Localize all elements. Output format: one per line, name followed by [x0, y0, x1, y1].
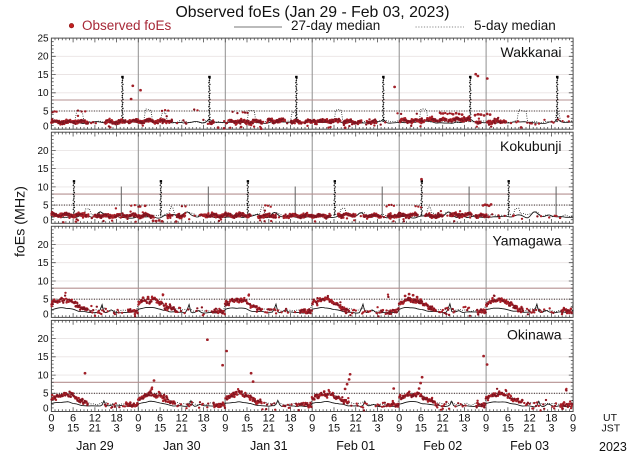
svg-text:18: 18 [458, 413, 470, 425]
svg-text:12: 12 [523, 413, 535, 425]
svg-text:0: 0 [570, 413, 576, 425]
svg-text:10: 10 [37, 276, 49, 287]
svg-text:Jan 30: Jan 30 [163, 439, 201, 453]
svg-text:9: 9 [309, 422, 315, 434]
svg-text:10: 10 [37, 371, 49, 382]
svg-text:15: 15 [154, 422, 166, 434]
svg-text:9: 9 [135, 422, 141, 434]
svg-text:0: 0 [135, 413, 141, 425]
svg-text:21: 21 [89, 422, 101, 434]
svg-text:6: 6 [70, 413, 76, 425]
svg-text:Feb 01: Feb 01 [336, 439, 375, 453]
svg-text:0: 0 [43, 310, 49, 321]
svg-text:18: 18 [545, 413, 557, 425]
svg-text:12: 12 [89, 413, 101, 425]
svg-text:JST: JST [602, 422, 621, 434]
svg-text:21: 21 [176, 422, 188, 434]
svg-text:20: 20 [37, 52, 49, 63]
svg-text:0: 0 [43, 404, 49, 415]
svg-text:5: 5 [43, 201, 49, 212]
svg-text:15: 15 [328, 422, 340, 434]
svg-text:6: 6 [505, 413, 511, 425]
svg-text:5-day median: 5-day median [474, 18, 556, 33]
svg-text:foEs (MHz): foEs (MHz) [12, 186, 28, 257]
svg-text:3: 3 [287, 422, 293, 434]
svg-text:10: 10 [37, 88, 49, 99]
svg-text:18: 18 [197, 413, 209, 425]
svg-text:15: 15 [502, 422, 514, 434]
svg-text:15: 15 [241, 422, 253, 434]
svg-text:10: 10 [37, 182, 49, 193]
svg-text:9: 9 [396, 422, 402, 434]
svg-text:15: 15 [37, 70, 49, 81]
svg-text:21: 21 [350, 422, 362, 434]
svg-text:9: 9 [222, 422, 228, 434]
svg-text:3: 3 [374, 422, 380, 434]
svg-text:0: 0 [396, 413, 402, 425]
svg-text:3: 3 [114, 422, 120, 434]
svg-text:12: 12 [176, 413, 188, 425]
svg-text:3: 3 [548, 422, 554, 434]
svg-text:12: 12 [263, 413, 275, 425]
svg-text:18: 18 [371, 413, 383, 425]
svg-text:Feb 02: Feb 02 [423, 439, 462, 453]
svg-text:Jan 29: Jan 29 [76, 439, 114, 453]
svg-text:6: 6 [244, 413, 250, 425]
svg-text:9: 9 [48, 422, 54, 434]
svg-text:15: 15 [37, 258, 49, 269]
svg-text:15: 15 [37, 164, 49, 175]
svg-text:25: 25 [37, 34, 49, 45]
svg-text:0: 0 [43, 121, 49, 132]
svg-text:0: 0 [43, 216, 49, 227]
svg-text:12: 12 [350, 413, 362, 425]
svg-text:3: 3 [461, 422, 467, 434]
svg-text:Observed foEs (Jan 29 - Feb 03: Observed foEs (Jan 29 - Feb 03, 2023) [176, 4, 450, 21]
svg-text:5: 5 [43, 106, 49, 117]
svg-text:15: 15 [67, 422, 79, 434]
svg-text:UT: UT [603, 412, 618, 424]
svg-text:5: 5 [43, 295, 49, 306]
svg-text:6: 6 [418, 413, 424, 425]
svg-text:Yamagawa: Yamagawa [492, 232, 561, 248]
svg-text:21: 21 [523, 422, 535, 434]
svg-text:0: 0 [309, 413, 315, 425]
svg-text:0: 0 [222, 413, 228, 425]
svg-text:15: 15 [37, 352, 49, 363]
svg-text:Feb 03: Feb 03 [510, 439, 549, 453]
svg-text:12: 12 [437, 413, 449, 425]
svg-text:Jan 31: Jan 31 [250, 439, 288, 453]
svg-text:Wakkanai: Wakkanai [501, 44, 562, 60]
svg-text:6: 6 [157, 413, 163, 425]
svg-text:Kokubunji: Kokubunji [500, 138, 562, 154]
svg-text:15: 15 [415, 422, 427, 434]
svg-text:20: 20 [37, 146, 49, 157]
svg-text:20: 20 [37, 334, 49, 345]
svg-text:20: 20 [37, 240, 49, 251]
svg-text:9: 9 [483, 422, 489, 434]
svg-text:9: 9 [570, 422, 576, 434]
svg-text:0: 0 [483, 413, 489, 425]
svg-text:Observed foEs: Observed foEs [82, 18, 172, 33]
svg-text:18: 18 [110, 413, 122, 425]
svg-text:0: 0 [48, 413, 54, 425]
svg-text:18: 18 [284, 413, 296, 425]
svg-text:Okinawa: Okinawa [507, 326, 562, 342]
svg-text:6: 6 [331, 413, 337, 425]
svg-text:27-day median: 27-day median [291, 18, 380, 33]
svg-text:21: 21 [263, 422, 275, 434]
svg-text:5: 5 [43, 389, 49, 400]
svg-text:3: 3 [201, 422, 207, 434]
svg-text:21: 21 [437, 422, 449, 434]
svg-text:2023: 2023 [599, 440, 627, 454]
